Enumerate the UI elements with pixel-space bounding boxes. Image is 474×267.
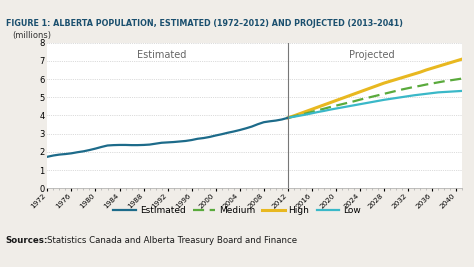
Text: (millions): (millions): [12, 31, 51, 40]
Text: FIGURE 1: ALBERTA POPULATION, ESTIMATED (1972–2012) AND PROJECTED (2013–2041): FIGURE 1: ALBERTA POPULATION, ESTIMATED …: [6, 19, 403, 28]
Text: Sources:: Sources:: [6, 235, 48, 245]
Text: Estimated: Estimated: [137, 50, 186, 60]
Text: Projected: Projected: [349, 50, 395, 60]
Legend: Estimated, Medium, High, Low: Estimated, Medium, High, Low: [110, 202, 364, 218]
Text: Statistics Canada and Alberta Treasury Board and Finance: Statistics Canada and Alberta Treasury B…: [47, 235, 298, 245]
